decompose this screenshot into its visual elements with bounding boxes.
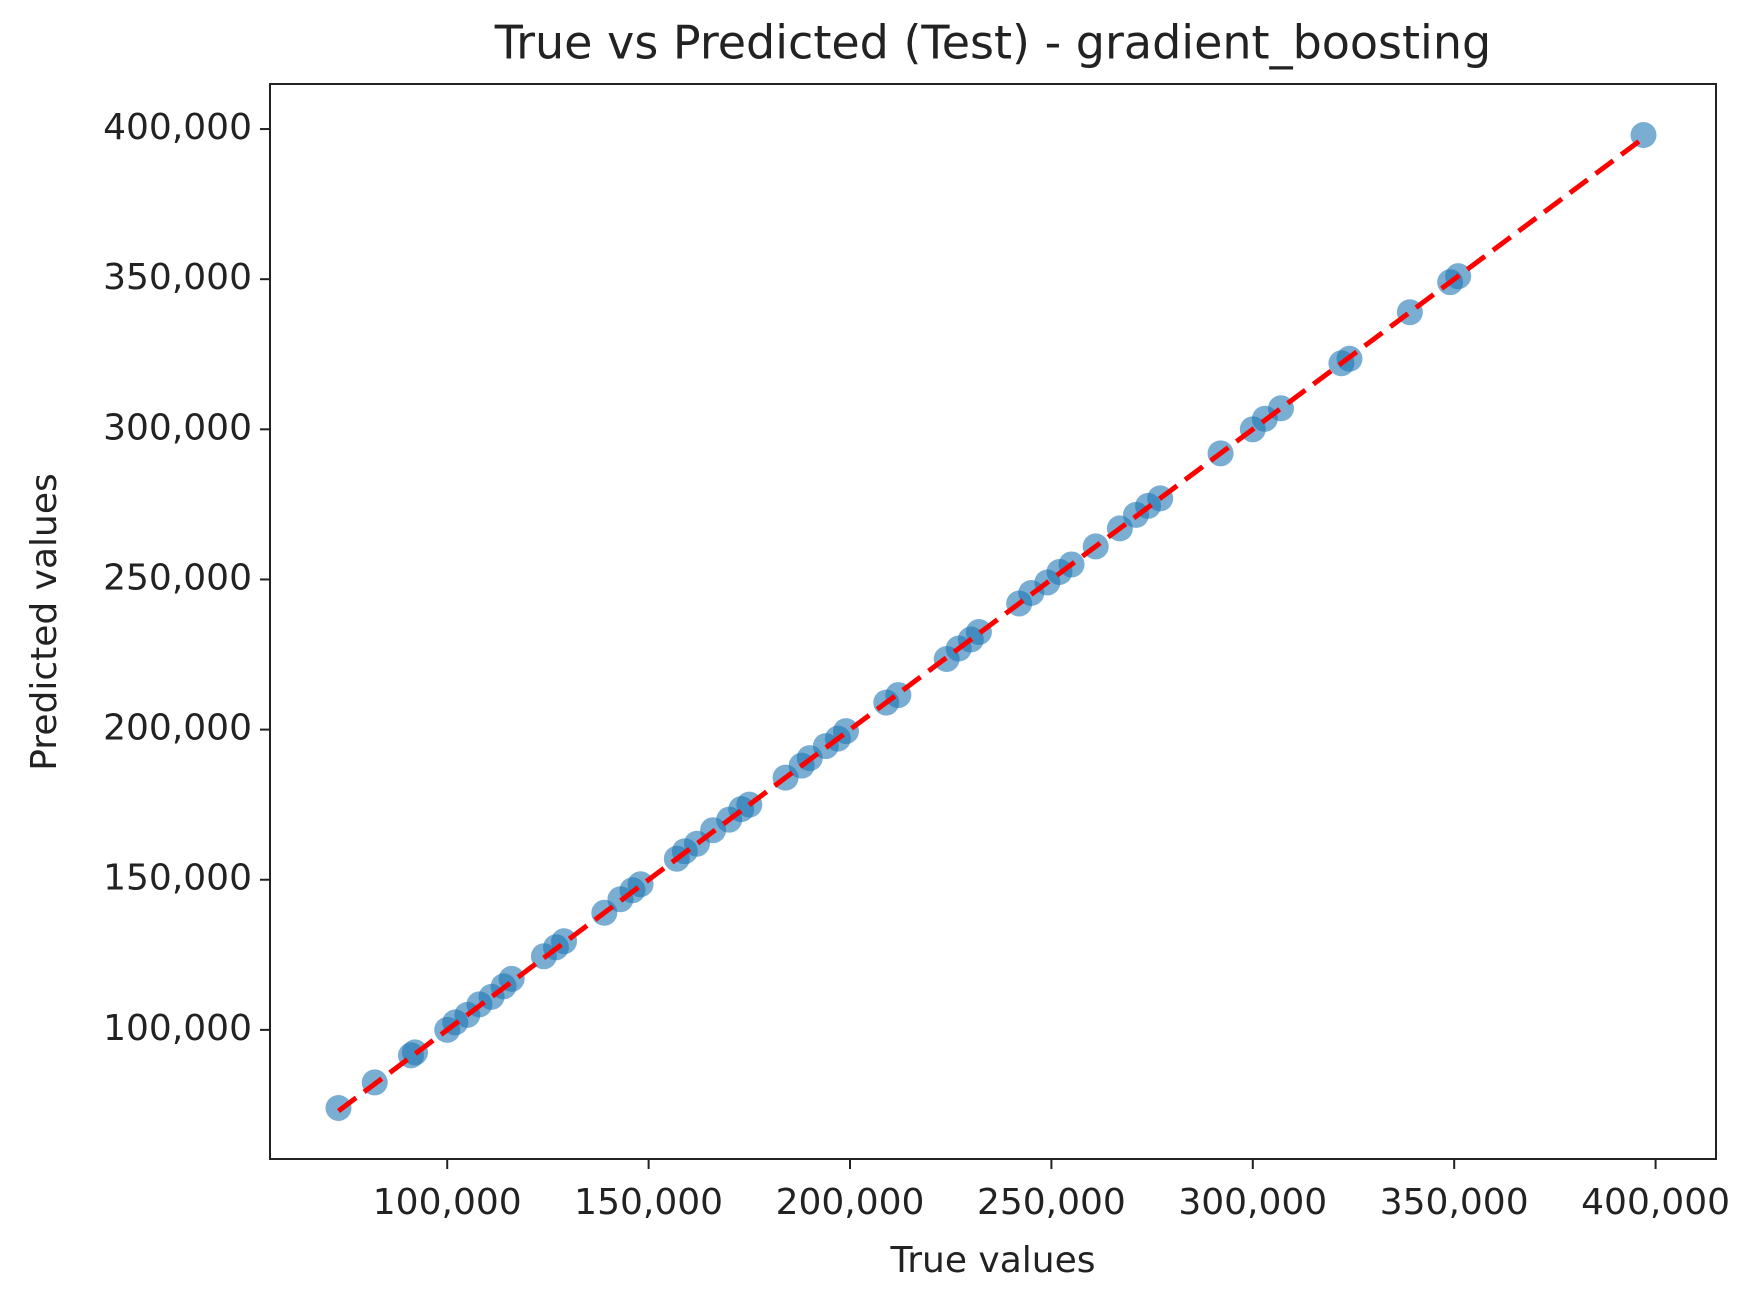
- x-tick-label: 100,000: [373, 1182, 522, 1223]
- x-tick-label: 300,000: [1178, 1182, 1327, 1223]
- x-tick-label: 400,000: [1581, 1182, 1730, 1223]
- x-tick-label: 200,000: [776, 1182, 925, 1223]
- x-axis-label: True values: [890, 1240, 1096, 1281]
- y-tick-label: 150,000: [103, 858, 252, 899]
- y-tick-label: 350,000: [103, 257, 252, 298]
- x-tick-label: 250,000: [977, 1182, 1126, 1223]
- y-axis-label: Predicted values: [24, 473, 65, 771]
- y-tick-label: 250,000: [103, 557, 252, 598]
- y-tick-label: 200,000: [103, 708, 252, 749]
- x-tick-label: 350,000: [1380, 1182, 1529, 1223]
- x-tick-label: 150,000: [574, 1182, 723, 1223]
- plot-frame: [269, 83, 1717, 1160]
- chart-title: True vs Predicted (Test) - gradient_boos…: [494, 16, 1491, 70]
- y-tick-label: 400,000: [103, 107, 252, 148]
- reference-line: [336, 136, 1645, 1113]
- point: [965, 619, 992, 646]
- y-tick-label: 100,000: [103, 1008, 252, 1049]
- y-tick-label: 300,000: [103, 407, 252, 448]
